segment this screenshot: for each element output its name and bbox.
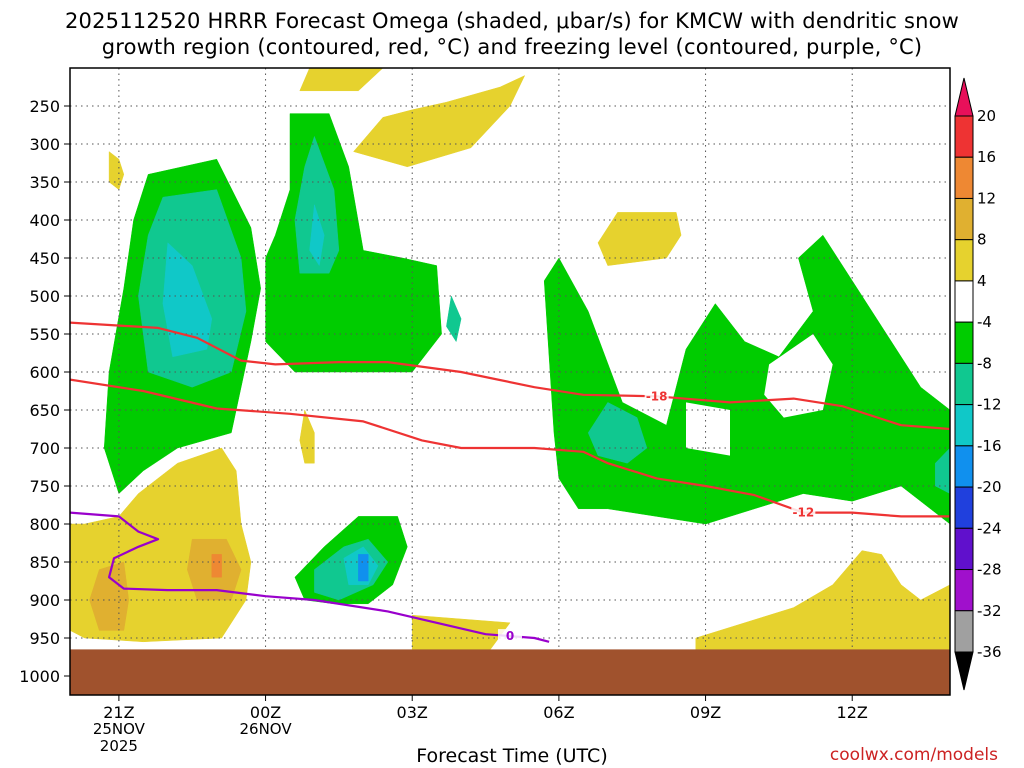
ytick-label-450: 450 (29, 249, 60, 268)
ytick-label-400: 400 (29, 211, 60, 230)
colorbar-top-arrow (954, 77, 974, 117)
contour-freezing-level (70, 511, 550, 643)
omega-region-16 (294, 135, 340, 274)
colorbar-seg-8 (954, 445, 974, 488)
colorbar: 20 16 12 8 4 -4 -8 -12 -16 -20 -24 -28 -32 -36 (954, 77, 1002, 691)
colorbar-label-0: 20 (977, 107, 996, 125)
title-line-1: 2025112520 HRRR Forecast Omega (shaded, … (64, 9, 960, 33)
colorbar-seg-9 (954, 486, 974, 529)
colorbar-seg-7 (954, 404, 974, 447)
omega-region-13 (543, 234, 950, 525)
ytick-label-750: 750 (29, 477, 60, 496)
colorbar-seg-3 (954, 239, 974, 282)
colorbar-label-6: -8 (977, 354, 992, 372)
contour-label-dgz-minus12: -12 (792, 506, 814, 520)
ytick-label-800: 800 (29, 515, 60, 534)
xtick-label-06Z: 06Z (543, 703, 574, 722)
ytick-label-300: 300 (29, 135, 60, 154)
omega-region-19 (446, 295, 462, 343)
ytick-label-250: 250 (29, 97, 60, 116)
x-axis-label: Forecast Time (UTC) (416, 745, 608, 767)
ytick-label-550: 550 (29, 325, 60, 344)
xtick-label-12Z: 12Z (837, 703, 868, 722)
ytick-label-350: 350 (29, 173, 60, 192)
title-line-2: growth region (contoured, red, °C) and f… (101, 35, 923, 59)
colorbar-seg-10 (954, 527, 974, 571)
colorbar-bottom-arrow (954, 651, 974, 691)
omega-shading (70, 68, 950, 650)
omega-region-5 (299, 409, 315, 464)
colorbar-label-5: -4 (977, 313, 992, 331)
ytick-label-650: 650 (29, 401, 60, 420)
omega-hole-1 (764, 334, 833, 418)
contour-label-bg-dgz-minus18 (644, 389, 669, 403)
colorbar-seg-0 (954, 115, 974, 158)
colorbar-seg-5 (954, 321, 974, 364)
ytick-label-950: 950 (29, 629, 60, 648)
colorbar-label-11: -28 (977, 561, 1002, 579)
colorbar-label-9: -20 (977, 478, 1002, 496)
ytick-label-700: 700 (29, 439, 60, 458)
omega-region-24 (358, 554, 369, 582)
xtick-label-21Z: 21Z (103, 703, 134, 722)
colorbar-label-1: 16 (977, 148, 996, 166)
omega-region-0 (299, 68, 384, 92)
temperature-contours: -18 -12 0 (70, 321, 950, 643)
plot-frame (69, 67, 951, 696)
plot-area: -18 -12 0 (70, 68, 950, 695)
contour-label-dgz-minus18: -18 (646, 389, 668, 403)
colorbar-label-8: -16 (977, 437, 1002, 455)
colorbar-label-10: -24 (977, 519, 1002, 537)
contour-dgz-minus18 (70, 321, 950, 431)
omega-region-10 (211, 554, 222, 578)
ytick-label-500: 500 (29, 287, 60, 306)
colorbar-label-13: -36 (977, 643, 1002, 661)
xtick-label-09Z: 09Z (690, 703, 721, 722)
xtick-label-00Z: 00Z (250, 703, 281, 722)
date-label-0: 25NOV 2025 (79, 721, 159, 755)
omega-region-20 (935, 447, 950, 494)
date-label-line-0-0: 25NOV (92, 720, 145, 738)
date-label-1: 26NOV (226, 721, 306, 738)
colorbar-label-12: -32 (977, 602, 1002, 620)
chart-title: 2025112520 HRRR Forecast Omega (shaded, … (0, 8, 1024, 60)
contour-dgz-minus12 (70, 378, 950, 518)
omega-region-21 (162, 242, 213, 358)
date-label-line-1-0: 26NOV (239, 720, 292, 738)
colorbar-seg-11 (954, 569, 974, 612)
site-credit: coolwx.com/models (829, 745, 998, 765)
colorbar-seg-1 (954, 156, 974, 199)
omega-hole-0 (686, 402, 730, 456)
xtick-label-03Z: 03Z (397, 703, 428, 722)
colorbar-seg-2 (954, 197, 974, 241)
ytick-label-1000: 1000 (19, 667, 60, 686)
ytick-label-850: 850 (29, 553, 60, 572)
date-label-line-0-1: 2025 (99, 737, 138, 755)
colorbar-label-2: 12 (977, 189, 996, 207)
contour-label-bg-dgz-minus12 (791, 505, 816, 519)
colorbar-seg-6 (954, 362, 974, 406)
colorbar-seg-12 (954, 610, 974, 653)
colorbar-label-4: 4 (977, 272, 987, 290)
colorbar-label-7: -12 (977, 396, 1002, 414)
omega-region-1 (353, 75, 526, 168)
contour-label-freezing-level: 0 (506, 629, 514, 643)
pressure-axis: 250 300 350 400 450 500 550 600 650 700 750 800 850 9… (19, 97, 70, 686)
colorbar-label-3: 8 (977, 231, 987, 249)
omega-region-3 (597, 212, 682, 266)
colorbar-seg-4 (954, 280, 974, 323)
contour-label-bg-freezing-level (498, 629, 522, 643)
time-axis: 21Z 00Z 03Z 06Z 09Z 12Z (103, 695, 868, 722)
ground-fill (70, 649, 950, 695)
ytick-label-900: 900 (29, 591, 60, 610)
ytick-label-600: 600 (29, 363, 60, 382)
omega-region-2 (108, 151, 125, 191)
